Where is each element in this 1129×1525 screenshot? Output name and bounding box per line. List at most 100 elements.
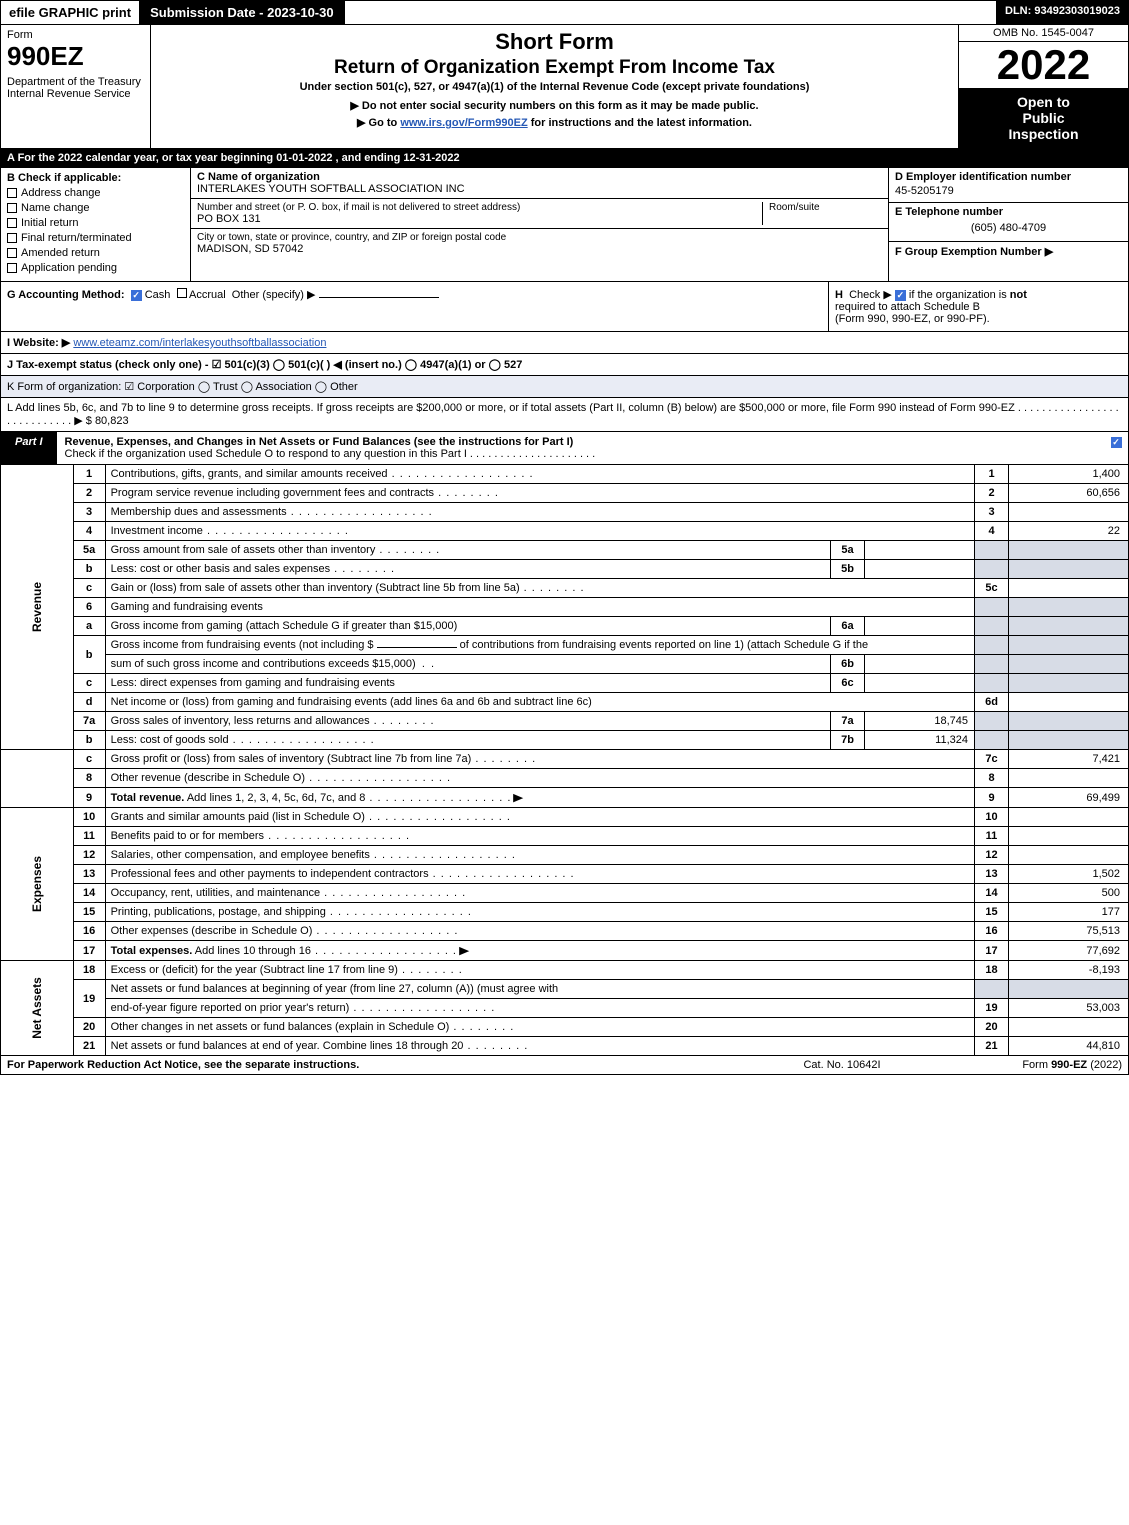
part1-schedule-o-check[interactable]: ✓ xyxy=(1104,432,1128,464)
return-title: Return of Organization Exempt From Incom… xyxy=(159,57,950,79)
netassets-side-label: Net Assets xyxy=(30,977,44,1039)
row-j-tax-exempt: J Tax-exempt status (check only one) - ☑… xyxy=(0,354,1129,376)
line-15: 15 Printing, publications, postage, and … xyxy=(1,903,1129,922)
ssn-warning: ▶ Do not enter social security numbers o… xyxy=(159,99,950,112)
gross-receipts-amount: 80,823 xyxy=(95,415,129,427)
l19-value: 53,003 xyxy=(1009,999,1129,1018)
l7c-value: 7,421 xyxy=(1009,750,1129,769)
l4-value: 22 xyxy=(1009,522,1129,541)
line-5b: b Less: cost or other basis and sales ex… xyxy=(1,560,1129,579)
chk-accrual[interactable] xyxy=(177,288,187,298)
dln-label: DLN: 93492303019023 xyxy=(996,1,1128,24)
line-4: 4 Investment income 4 22 xyxy=(1,522,1129,541)
chk-address-change[interactable]: Address change xyxy=(7,187,184,199)
line-7a: 7a Gross sales of inventory, less return… xyxy=(1,712,1129,731)
l2-value: 60,656 xyxy=(1009,484,1129,503)
line-17: 17 Total expenses. Add lines 10 through … xyxy=(1,941,1129,961)
line-12: 12 Salaries, other compensation, and emp… xyxy=(1,846,1129,865)
line-10: Expenses 10 Grants and similar amounts p… xyxy=(1,808,1129,827)
city-label: City or town, state or province, country… xyxy=(197,232,882,243)
phone-label: E Telephone number xyxy=(895,206,1122,218)
line-6: 6 Gaming and fundraising events xyxy=(1,598,1129,617)
l9-value: 69,499 xyxy=(1009,788,1129,808)
chk-cash-checked[interactable]: ✓ xyxy=(131,290,142,301)
row-l-gross-receipts: L Add lines 5b, 6c, and 7b to line 9 to … xyxy=(0,398,1129,432)
cat-no: Cat. No. 10642I xyxy=(742,1059,942,1071)
line-5a: 5a Gross amount from sale of assets othe… xyxy=(1,541,1129,560)
l1-value: 1,400 xyxy=(1009,465,1129,484)
l13-value: 1,502 xyxy=(1009,865,1129,884)
omb-number: OMB No. 1545-0047 xyxy=(959,25,1128,42)
line-6b: b Gross income from fundraising events (… xyxy=(1,636,1129,655)
line-7c: c Gross profit or (loss) from sales of i… xyxy=(1,750,1129,769)
part1-tag: Part I xyxy=(1,432,57,464)
line-1: Revenue 1 Contributions, gifts, grants, … xyxy=(1,465,1129,484)
line-8: 8 Other revenue (describe in Schedule O)… xyxy=(1,769,1129,788)
row-gh: G Accounting Method: ✓ Cash Accrual Othe… xyxy=(0,282,1129,332)
c-label: C Name of organization xyxy=(197,171,320,183)
section-bcdef: B Check if applicable: Address change Na… xyxy=(0,168,1129,282)
l16-value: 75,513 xyxy=(1009,922,1129,941)
chk-initial-return[interactable]: Initial return xyxy=(7,217,184,229)
col-c-org-info: C Name of organization INTERLAKES YOUTH … xyxy=(191,168,888,281)
line-9: 9 Total revenue. Add lines 1, 2, 3, 4, 5… xyxy=(1,788,1129,808)
goto-suffix: for instructions and the latest informat… xyxy=(528,117,752,129)
line-19-cont: end-of-year figure reported on prior yea… xyxy=(1,999,1129,1018)
line-5c: c Gain or (loss) from sale of assets oth… xyxy=(1,579,1129,598)
col-def: D Employer identification number 45-5205… xyxy=(888,168,1128,281)
line-3: 3 Membership dues and assessments 3 xyxy=(1,503,1129,522)
h-label: H xyxy=(835,289,843,301)
line-21: 21 Net assets or fund balances at end of… xyxy=(1,1037,1129,1056)
line-6d: d Net income or (loss) from gaming and f… xyxy=(1,693,1129,712)
form-ref: Form 990-EZ (2022) xyxy=(942,1059,1122,1071)
phone-value: (605) 480-4709 xyxy=(895,218,1122,238)
l7b-value: 11,324 xyxy=(865,731,975,750)
l7a-value: 18,745 xyxy=(865,712,975,731)
line-6b-cont: sum of such gross income and contributio… xyxy=(1,655,1129,674)
group-exemption-label: F Group Exemption Number ▶ xyxy=(895,246,1053,258)
line-13: 13 Professional fees and other payments … xyxy=(1,865,1129,884)
ein-label: D Employer identification number xyxy=(895,171,1122,183)
line-11: 11 Benefits paid to or for members 11 xyxy=(1,827,1129,846)
line-20: 20 Other changes in net assets or fund b… xyxy=(1,1018,1129,1037)
chk-final-return[interactable]: Final return/terminated xyxy=(7,232,184,244)
row-k-form-of-org: K Form of organization: ☑ Corporation ◯ … xyxy=(0,376,1129,398)
fundraising-amount-field[interactable] xyxy=(377,647,457,648)
line-6a: a Gross income from gaming (attach Sched… xyxy=(1,617,1129,636)
website-link[interactable]: www.eteamz.com/interlakesyouthsoftballas… xyxy=(73,337,326,349)
col-b-checkboxes: B Check if applicable: Address change Na… xyxy=(1,168,191,281)
lines-table: Revenue 1 Contributions, gifts, grants, … xyxy=(0,465,1129,1056)
topbar: efile GRAPHIC print Submission Date - 20… xyxy=(0,0,1129,25)
tax-year: 2022 xyxy=(959,42,1128,88)
chk-schedule-b[interactable]: ✓ xyxy=(895,290,906,301)
chk-name-change[interactable]: Name change xyxy=(7,202,184,214)
dept-label: Department of the Treasury Internal Reve… xyxy=(7,76,144,100)
goto-link-line: ▶ Go to www.irs.gov/Form990EZ for instru… xyxy=(159,116,950,129)
irs-link[interactable]: www.irs.gov/Form990EZ xyxy=(400,117,527,129)
form-title-block: Short Form Return of Organization Exempt… xyxy=(151,25,958,148)
form-header: Form 990EZ Department of the Treasury In… xyxy=(0,25,1129,149)
org-name: INTERLAKES YOUTH SOFTBALL ASSOCIATION IN… xyxy=(197,183,882,195)
chk-amended-return[interactable]: Amended return xyxy=(7,247,184,259)
part1-header: Part I Revenue, Expenses, and Changes in… xyxy=(0,432,1129,465)
row-i-website: I Website: ▶ www.eteamz.com/interlakesyo… xyxy=(0,332,1129,354)
revenue-side-label: Revenue xyxy=(30,582,44,632)
street-value: PO BOX 131 xyxy=(197,213,762,225)
l15-value: 177 xyxy=(1009,903,1129,922)
under-section: Under section 501(c), 527, or 4947(a)(1)… xyxy=(159,81,950,93)
room-label: Room/suite xyxy=(769,202,882,213)
line-18: Net Assets 18 Excess or (deficit) for th… xyxy=(1,961,1129,980)
chk-application-pending[interactable]: Application pending xyxy=(7,262,184,274)
line-2: 2 Program service revenue including gove… xyxy=(1,484,1129,503)
goto-prefix: ▶ Go to xyxy=(357,117,400,129)
form-id-block: Form 990EZ Department of the Treasury In… xyxy=(1,25,151,148)
line-14: 14 Occupancy, rent, utilities, and maint… xyxy=(1,884,1129,903)
efile-print-button[interactable]: efile GRAPHIC print xyxy=(1,1,140,24)
part1-title: Revenue, Expenses, and Changes in Net As… xyxy=(57,432,1104,464)
city-value: MADISON, SD 57042 xyxy=(197,243,882,255)
ein-value: 45-5205179 xyxy=(895,183,1122,199)
submission-date: Submission Date - 2023-10-30 xyxy=(140,1,345,24)
other-method-field[interactable] xyxy=(319,297,439,298)
line-7b: b Less: cost of goods sold 7b 11,324 xyxy=(1,731,1129,750)
line-16: 16 Other expenses (describe in Schedule … xyxy=(1,922,1129,941)
